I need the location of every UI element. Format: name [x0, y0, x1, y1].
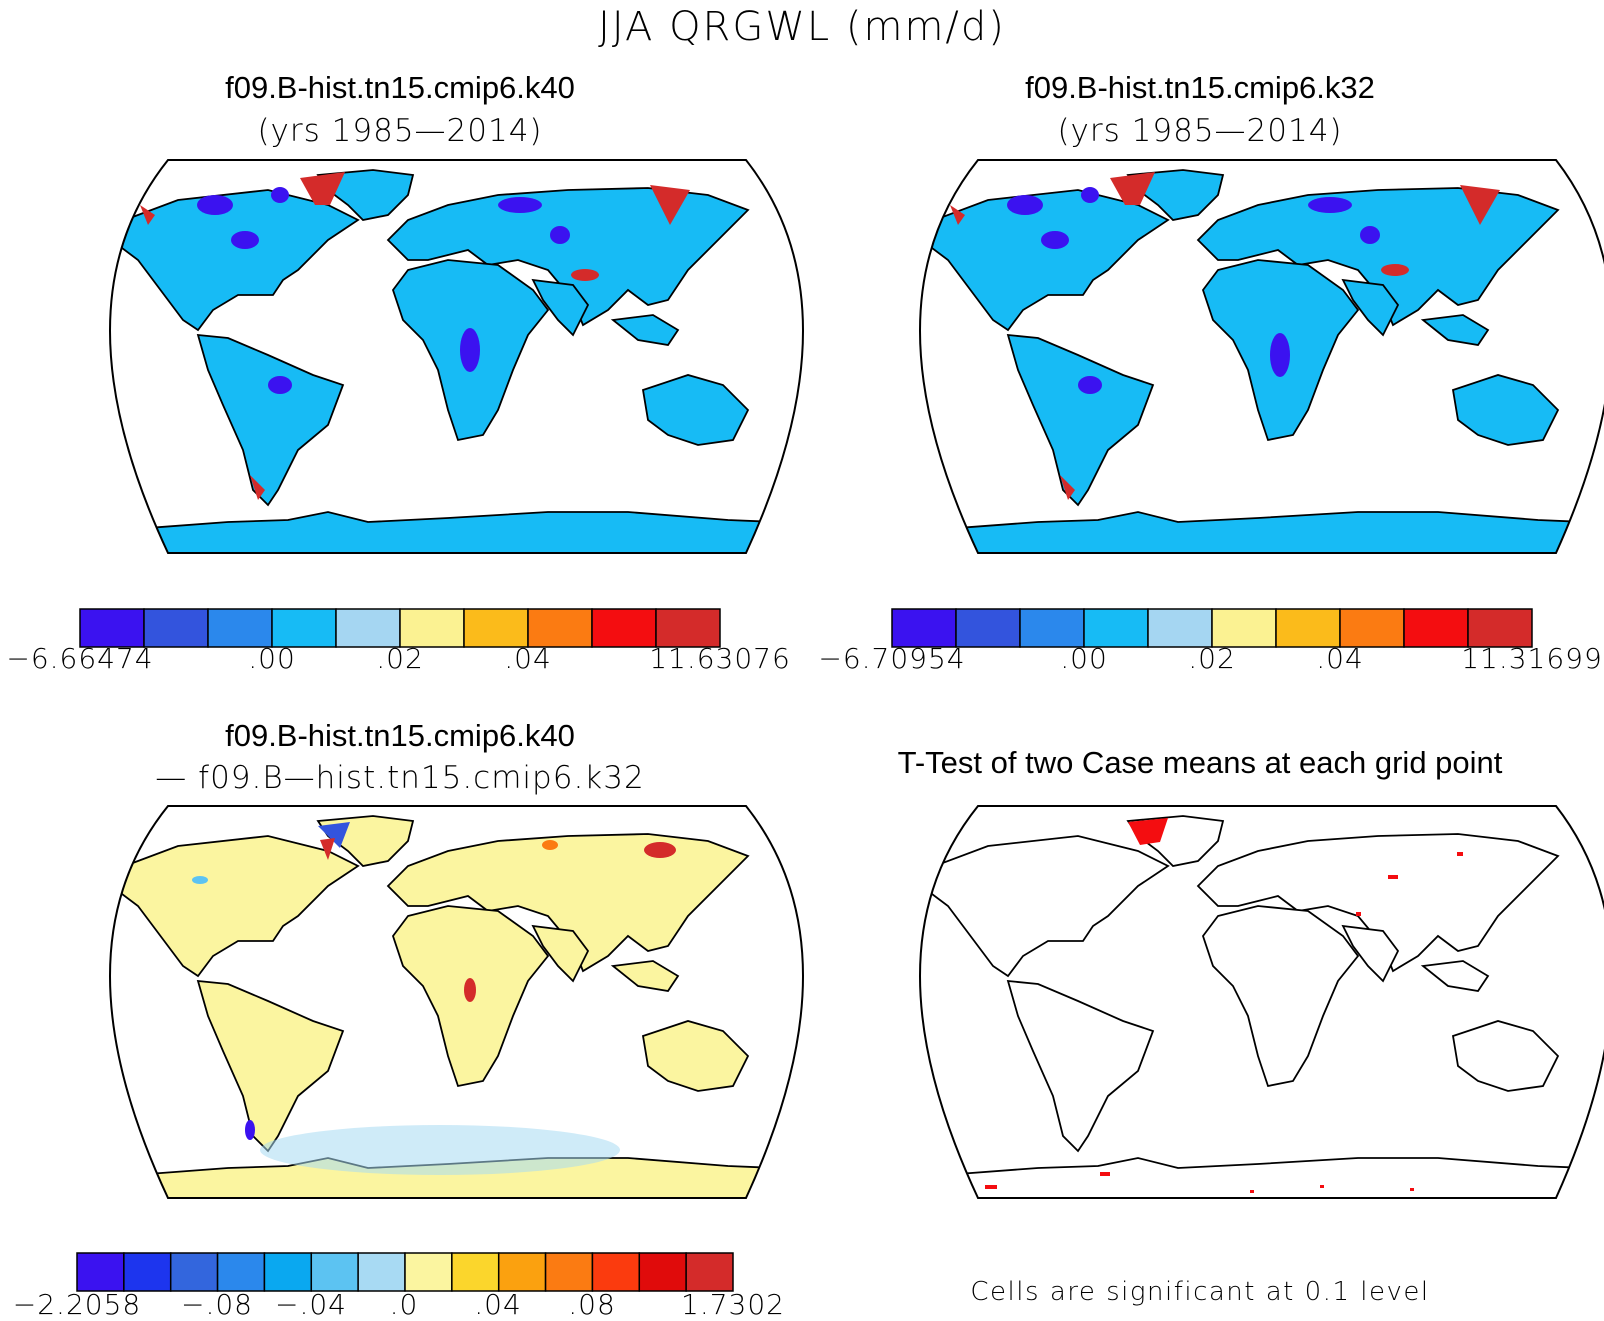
colorbar-swatch [404, 1252, 453, 1292]
colorbar-label: .04 [1316, 642, 1364, 675]
colorbar-swatch [891, 608, 957, 648]
land-outline [920, 815, 1604, 1198]
map-panel-3 [109, 805, 804, 1199]
colorbar-label: .08 [568, 1288, 616, 1321]
colorbar-label: −.04 [275, 1288, 347, 1321]
panel-1-title: f09.B-hist.tn15.cmip6.k40 [225, 70, 575, 105]
colorbar-label: .04 [504, 642, 552, 675]
colorbar-swatch [216, 1252, 266, 1292]
colorbar-swatch [207, 608, 273, 648]
significance-note: Cells are significant at 0.1 level [970, 1277, 1430, 1307]
panel-2-subtitle: (yrs 1985—2014) [1057, 113, 1343, 149]
map-border [919, 805, 1604, 1199]
colorbar-label: .00 [248, 642, 296, 675]
panel-3-title: f09.B-hist.tn15.cmip6.k40 [225, 718, 575, 753]
colorbar-swatch [263, 1252, 313, 1292]
colorbar-swatch [1467, 608, 1533, 648]
colorbar-swatch [544, 1252, 594, 1292]
colorbar-label: .02 [376, 642, 424, 675]
colorbar-swatch [76, 1252, 125, 1292]
colorbar-swatch [955, 608, 1021, 648]
colorbar-swatch [497, 1252, 547, 1292]
colorbar-label: .00 [1060, 642, 1108, 675]
colorbar-swatch [1275, 608, 1341, 648]
colorbar-swatch [169, 1252, 219, 1292]
map-panel-2 [919, 159, 1604, 554]
panel-2-title: f09.B-hist.tn15.cmip6.k32 [1025, 70, 1375, 105]
colorbar-panel-2: −6.70954 .00 .02 .04 11.31699 [818, 608, 1603, 675]
significant-cells [985, 818, 1463, 1193]
colorbar-label: 11.63076 [649, 642, 791, 675]
colorbar-swatch [1019, 608, 1085, 648]
colorbar-label: 1.7302 [681, 1288, 785, 1321]
colorbar-swatch [123, 1252, 172, 1292]
colorbar-label: .04 [474, 1288, 522, 1321]
colorbar-label: −6.66474 [6, 642, 153, 675]
colorbar-swatch [1083, 608, 1149, 648]
colorbar-swatch [638, 1252, 687, 1292]
map-panel-1 [109, 159, 804, 554]
colorbar-label: −2.2058 [13, 1288, 141, 1321]
colorbar-swatch [143, 608, 209, 648]
colorbar-label: .02 [1188, 642, 1236, 675]
colorbar-swatch [685, 1252, 734, 1292]
colorbar-label: −6.70954 [818, 642, 965, 675]
anomaly-spots [950, 172, 1500, 500]
colorbar-swatch [357, 1252, 406, 1292]
figure-title: JJA QRGWL (mm/d) [598, 4, 1006, 50]
map-border [919, 159, 1604, 554]
difference-spots [192, 822, 676, 1175]
colorbar-label: −.08 [181, 1288, 253, 1321]
colorbar-panel-1: −6.66474 .00 .02 .04 11.63076 [6, 608, 791, 675]
map-panel-4 [919, 805, 1604, 1199]
land-fill [110, 169, 803, 553]
map-border [109, 805, 804, 1199]
colorbar-swatch [271, 608, 337, 648]
map-border [109, 159, 804, 554]
colorbar-label: .0 [390, 1288, 419, 1321]
colorbar-swatch [655, 608, 721, 648]
panel-4-title: T-Test of two Case means at each grid po… [897, 745, 1503, 780]
colorbar-swatch [527, 608, 593, 648]
colorbar-swatch [451, 1252, 500, 1292]
anomaly-spots [140, 172, 690, 500]
panel-3-subtitle: — f09.B—hist.tn15.cmip6.k32 [155, 760, 645, 796]
land-fill [920, 169, 1604, 553]
colorbar-swatch [310, 1252, 359, 1292]
colorbar-label: 11.31699 [1461, 642, 1603, 675]
colorbar-swatch [591, 1252, 641, 1292]
colorbar-panel-3: −2.2058 −.08 −.04 .0 .04 .08 1.7302 [13, 1252, 785, 1321]
colorbar-swatch [79, 608, 145, 648]
colorbar-swatch [1403, 608, 1469, 648]
panel-1-subtitle: (yrs 1985—2014) [257, 113, 543, 149]
colorbar-swatch [591, 608, 657, 648]
colorbar-swatch [463, 608, 529, 648]
